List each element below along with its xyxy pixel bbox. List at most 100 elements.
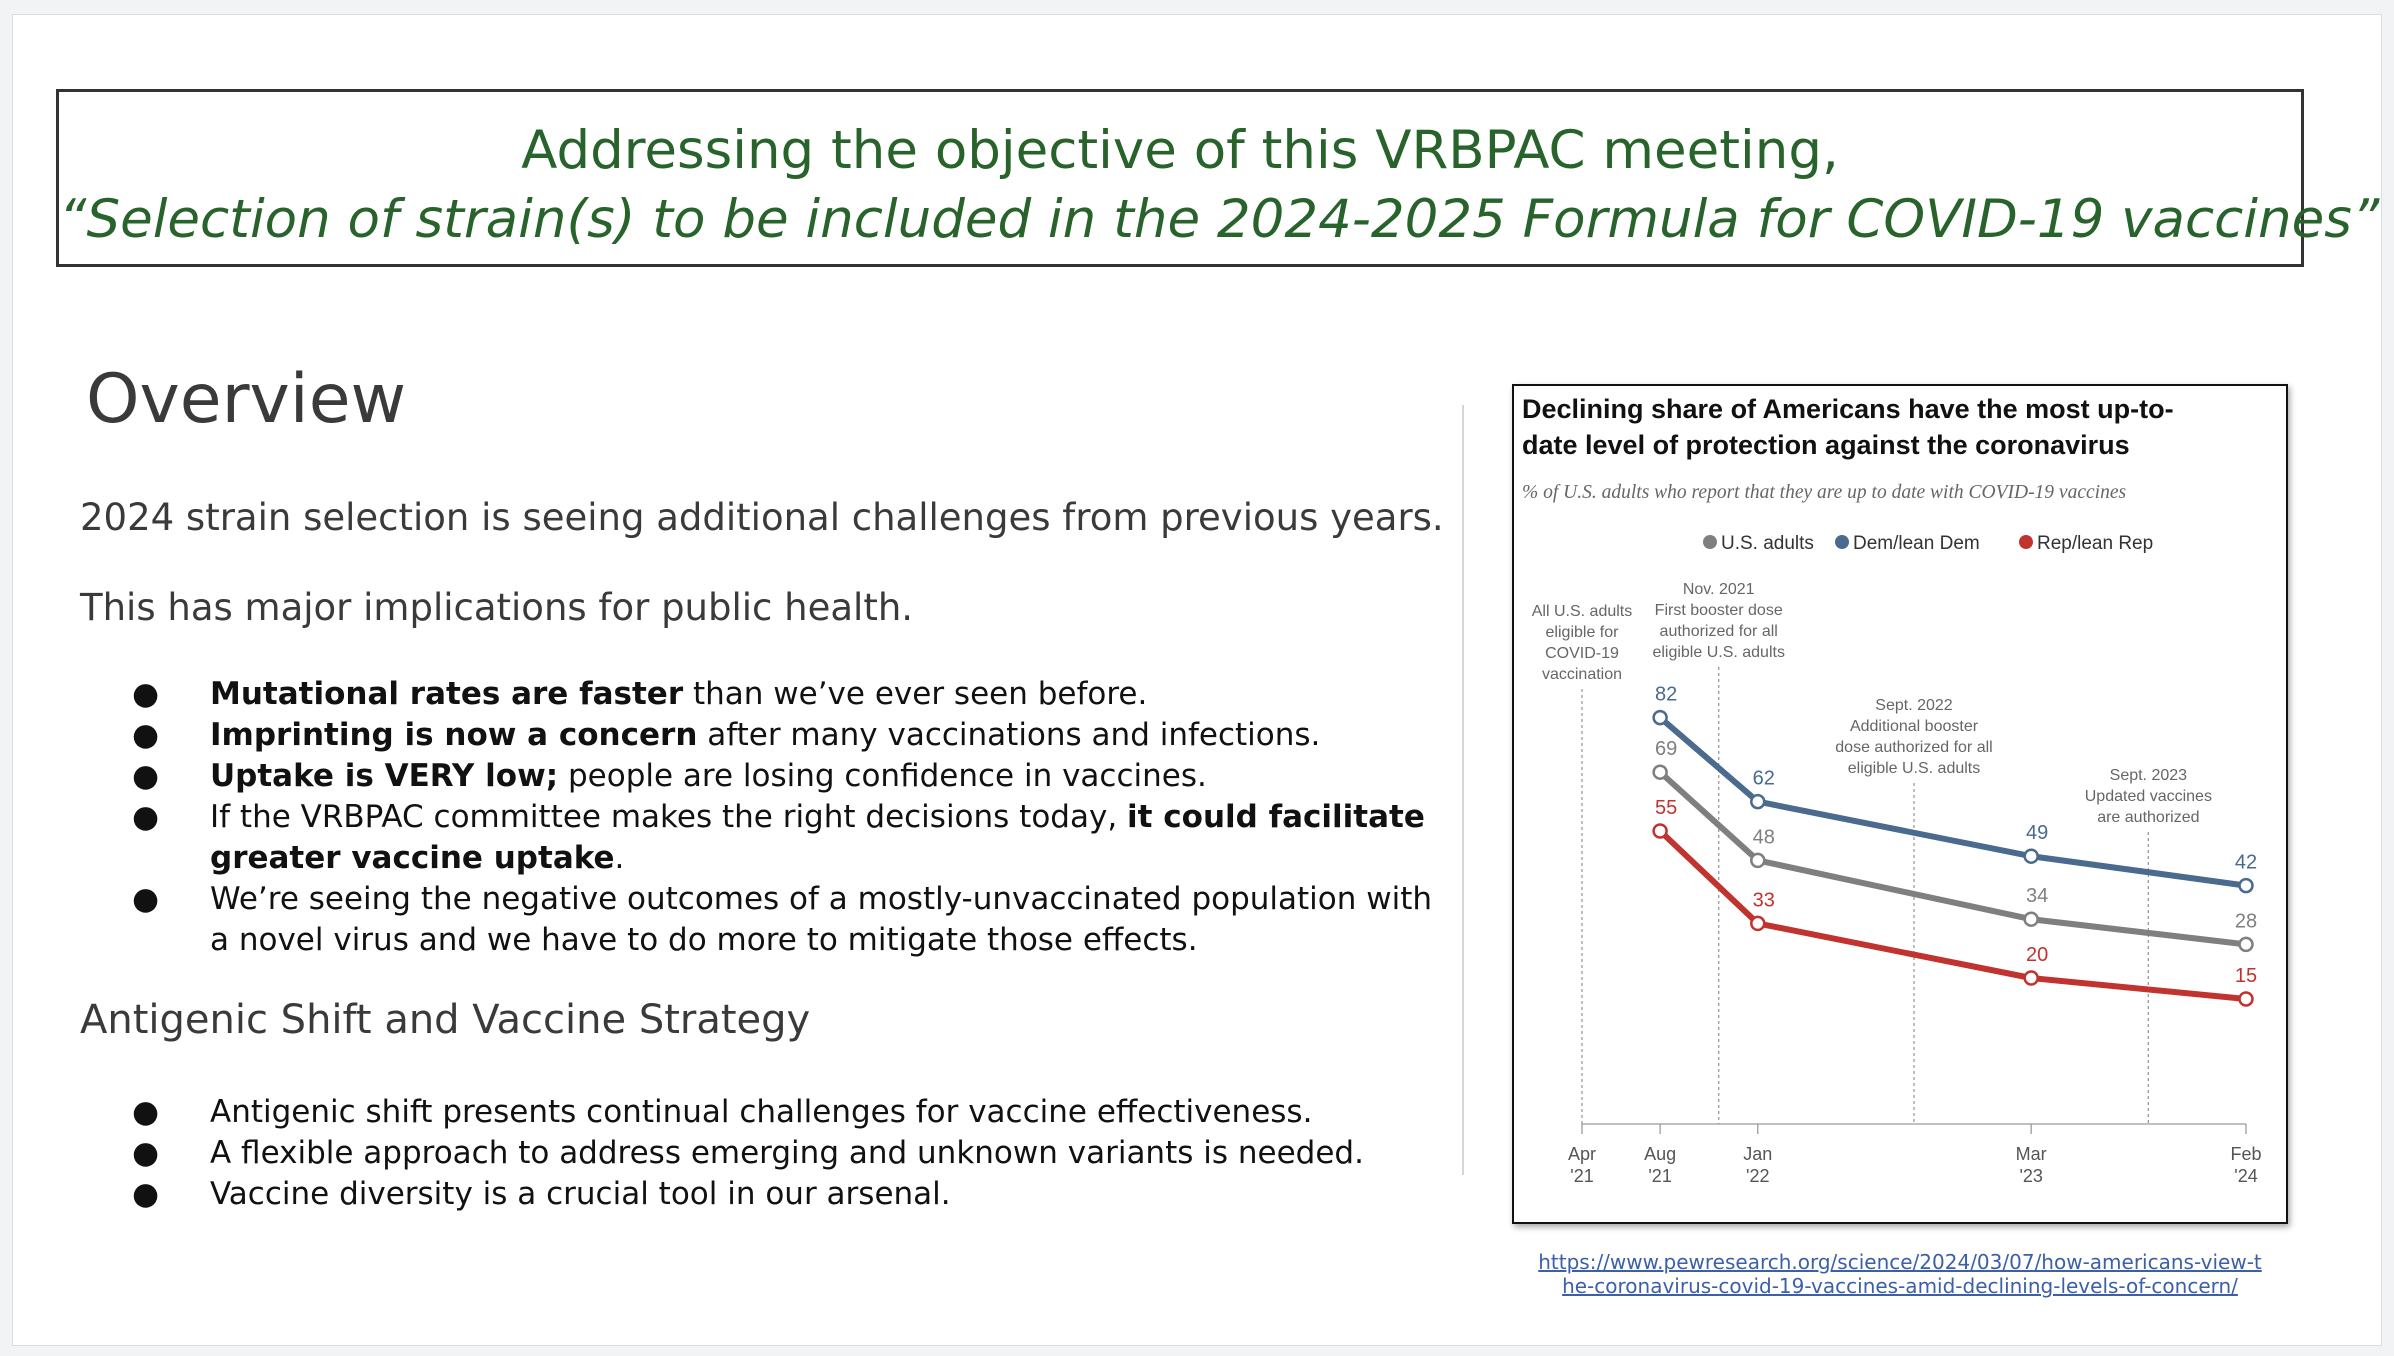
title-box: Addressing the objective of this VRBPAC … — [56, 89, 2380, 267]
legend-label: Dem/lean Dem — [1853, 533, 1980, 554]
bullet-item: ● Uptake is VERY low; people are losing c… — [118, 756, 1418, 797]
annotation-text: Sept. 2022 — [1875, 697, 1953, 714]
data-point — [1652, 709, 1668, 726]
data-point — [2023, 911, 2039, 927]
bullet-dot: ● — [132, 758, 160, 794]
data-point — [1652, 823, 1668, 839]
source-link[interactable]: https://www.pewresearch.org/science/2024… — [1520, 1250, 2280, 1298]
data-label: 69 — [1655, 738, 1677, 760]
title-line-1: Addressing the objective of this VRBPAC … — [521, 120, 1839, 181]
annotation-text: First booster dose — [1655, 602, 1783, 619]
source-link-line-1[interactable]: https://www.pewresearch.org/science/2024… — [1538, 1250, 2262, 1274]
annotation-text: Nov. 2021 — [1683, 581, 1755, 598]
data-label: 15 — [2235, 965, 2257, 987]
legend-label: U.S. adults — [1721, 533, 1814, 554]
series-line — [1657, 714, 2249, 889]
data-point — [1750, 852, 1766, 869]
bullet-bold-text: Mutational rates are faster — [210, 676, 684, 712]
bullet-item: ● Antigenic shift presents continual chal… — [118, 1092, 1418, 1133]
data-label: 48 — [1753, 826, 1775, 848]
overview-heading: Overview — [86, 360, 407, 439]
legend-swatch — [1703, 535, 1717, 549]
bullet-item: ● Mutational rates are faster than we’ve … — [118, 674, 1418, 715]
annotation-text: Updated vaccines — [2085, 788, 2212, 805]
data-label: 49 — [2026, 822, 2048, 844]
data-point — [1750, 793, 1766, 810]
bullet-text: Antigenic shift presents continual chall… — [210, 1094, 1313, 1130]
vertical-divider — [1462, 405, 1464, 1175]
x-tick-label: Mar — [2016, 1144, 2047, 1164]
bullet-dot: ● — [132, 881, 160, 917]
chart-title: Declining share of Americans have the mo… — [1522, 394, 2174, 424]
data-point — [2238, 936, 2254, 953]
bullet-item: ● A flexible approach to address emerging… — [118, 1133, 1418, 1174]
annotation-text: are authorized — [2097, 809, 2199, 826]
data-label: 42 — [2235, 852, 2257, 874]
data-point — [1652, 764, 1668, 780]
source-link-line-2[interactable]: he-coronavirus-covid-19-vaccines-amid-de… — [1562, 1274, 2238, 1298]
bullet-dot: ● — [132, 799, 160, 835]
bullet-text: people are losing confidence in vaccines… — [558, 758, 1207, 794]
bullet-dot: ● — [132, 1176, 160, 1212]
data-point — [1750, 915, 1766, 932]
data-label: 28 — [2235, 910, 2257, 932]
x-tick-label: Jan — [1743, 1144, 1772, 1164]
x-tick-label: Aug — [1644, 1144, 1676, 1164]
bullet-text: A flexible approach to address emerging … — [210, 1135, 1364, 1171]
data-label: 20 — [2026, 944, 2048, 966]
data-label: 55 — [1655, 797, 1677, 819]
data-label: 34 — [2026, 885, 2048, 907]
x-tick-label: '24 — [2234, 1166, 2257, 1186]
x-tick-label: Feb — [2230, 1144, 2261, 1164]
bullet-text: than we’ve ever seen before. — [683, 676, 1148, 712]
bullet-text: We’re seeing the negative outcomes of a … — [210, 881, 1433, 958]
annotation-text: vaccination — [1542, 666, 1622, 683]
annotation-text: Sept. 2023 — [2110, 767, 2188, 784]
bullet-text: If the VRBPAC committee makes the right … — [210, 799, 1128, 835]
x-tick-label: Apr — [1568, 1144, 1596, 1164]
bullet-item: ● If the VRBPAC committee makes the right… — [118, 797, 1440, 879]
annotation-text: eligible U.S. adults — [1848, 760, 1981, 777]
bullet-bold-text: Imprinting is now a concern — [210, 717, 698, 753]
bullet-bold-text: it could facilitate greater vaccine upta… — [210, 799, 1425, 876]
line-chart: Declining share of Americans have the mo… — [1522, 394, 2262, 1186]
annotation-text: Additional booster — [1850, 718, 1979, 735]
bullet-item: ● We’re seeing the negative outcomes of a… — [118, 879, 1440, 961]
data-label: 33 — [1753, 889, 1775, 911]
bullet-item: ● Imprinting is now a concern after many … — [118, 715, 1418, 756]
series-line — [1657, 769, 2249, 948]
legend-swatch — [1835, 535, 1849, 549]
chart-subtitle: % of U.S. adults who report that they ar… — [1522, 482, 2126, 503]
data-point — [2023, 848, 2039, 864]
bullet-dot: ● — [132, 717, 160, 753]
data-point — [2023, 970, 2039, 986]
data-point — [2238, 991, 2254, 1007]
bullet-bold-text: Uptake is VERY low; — [210, 758, 559, 794]
bullet-dot: ● — [132, 676, 160, 712]
title-line-2: “Selection of strain(s) to be included i… — [59, 189, 2380, 250]
data-point — [2238, 877, 2254, 894]
overview-paragraph-1: 2024 strain selection is seeing addition… — [80, 496, 1444, 539]
annotation-text: authorized for all — [1660, 623, 1778, 640]
x-tick-label: '21 — [1570, 1166, 1593, 1186]
legend-swatch — [2019, 535, 2033, 549]
bullet-dot: ● — [132, 1135, 160, 1171]
overview-paragraph-2: This has major implications for public h… — [80, 586, 914, 629]
data-label: 82 — [1655, 684, 1677, 706]
annotation-text: eligible U.S. adults — [1652, 644, 1785, 661]
x-tick-label: '21 — [1648, 1166, 1671, 1186]
chart-image-frame: Declining share of Americans have the mo… — [1512, 384, 2288, 1224]
annotation-text: All U.S. adults — [1532, 603, 1632, 620]
overview-bullet-list: ● Mutational rates are faster than we’ve … — [118, 674, 1432, 961]
bullet-dot: ● — [132, 1094, 160, 1130]
bullet-text: Vaccine diversity is a crucial tool in o… — [210, 1176, 951, 1212]
bullet-text: . — [614, 840, 625, 876]
antigenic-heading: Antigenic Shift and Vaccine Strategy — [80, 997, 811, 1043]
legend-label: Rep/lean Rep — [2037, 533, 2153, 554]
bullet-text: after many vaccinations and infections. — [697, 717, 1321, 753]
data-label: 62 — [1753, 768, 1775, 790]
antigenic-bullet-list: ● Antigenic shift presents continual chal… — [118, 1092, 1418, 1215]
annotation-text: eligible for — [1546, 624, 1620, 641]
series-line — [1657, 828, 2249, 1002]
bullet-item: ● Vaccine diversity is a crucial tool in … — [118, 1174, 1418, 1215]
